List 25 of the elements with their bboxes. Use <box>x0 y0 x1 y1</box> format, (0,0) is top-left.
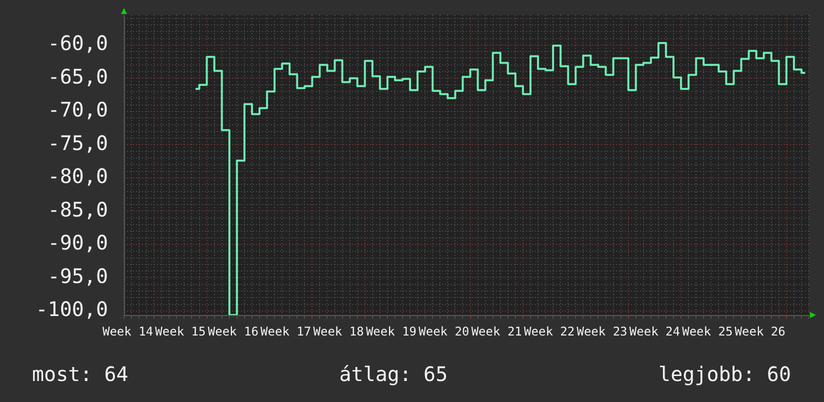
x-tick-label: Week 15 <box>155 324 206 338</box>
x-tick-label: Week 14 <box>102 324 154 338</box>
y-tick-label: -65,0 <box>48 64 108 88</box>
x-tick-label: Week 21 <box>471 324 522 338</box>
text: legjobb: 60 <box>658 362 791 386</box>
x-tick-label: Week 24 <box>629 324 680 338</box>
x-tick-label: Week 16 <box>208 324 258 338</box>
y-tick-label: -95,0 <box>48 264 108 288</box>
y-tick-label: -75,0 <box>48 130 108 155</box>
y-tick-label: -85,0 <box>48 197 108 222</box>
y-tick-label: -100,0 <box>36 297 108 322</box>
y-tick-label: -60,0 <box>48 31 108 56</box>
x-tick-label: Week 22 <box>524 324 575 338</box>
x-tick-label: Week 26 <box>734 324 786 338</box>
y-tick-label: -90,0 <box>48 230 108 255</box>
x-tick-label: Week 17 <box>260 324 312 338</box>
text: most: 64 <box>32 362 128 386</box>
x-tick-label: Week 18 <box>313 324 364 338</box>
text: átlag: 65 <box>339 362 448 386</box>
x-tick-label: Week 23 <box>576 324 628 338</box>
y-tick-label: -80,0 <box>48 164 108 188</box>
x-tick-label: Week 25 <box>682 324 733 338</box>
x-tick-label: Week 20 <box>418 324 470 338</box>
y-tick-label: -70,0 <box>48 98 108 122</box>
x-tick-label: Week 19 <box>366 324 417 338</box>
